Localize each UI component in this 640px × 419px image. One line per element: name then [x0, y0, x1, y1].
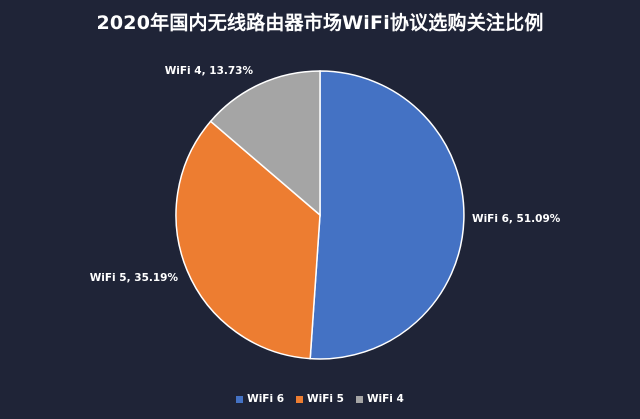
chart-title: 2020年国内无线路由器市场WiFi协议选购关注比例 [96, 12, 544, 34]
legend-label-wifi5: WiFi 5 [307, 393, 344, 405]
pie-slice-wifi6 [309, 70, 465, 360]
legend-swatch-wifi5 [296, 395, 304, 403]
data-label-wifi4: WiFi 4, 13.73% [165, 65, 254, 77]
legend: WiFi 6 WiFi 5 WiFi 4 [0, 393, 640, 405]
legend-item-wifi6: WiFi 6 [236, 393, 284, 405]
legend-label-wifi6: WiFi 6 [247, 393, 285, 405]
legend-item-wifi4: WiFi 4 [355, 393, 404, 405]
legend-swatch-wifi4 [355, 395, 363, 403]
legend-swatch-wifi6 [236, 395, 244, 403]
data-label-wifi5: WiFi 5, 35.19% [90, 272, 179, 284]
legend-label-wifi4: WiFi 4 [366, 393, 404, 405]
pie-slice-wifi5 [175, 120, 321, 360]
legend-item-wifi5: WiFi 5 [296, 393, 344, 405]
pie-slice-wifi4 [209, 70, 321, 217]
data-label-wifi6: WiFi 6, 51.09% [472, 213, 561, 225]
